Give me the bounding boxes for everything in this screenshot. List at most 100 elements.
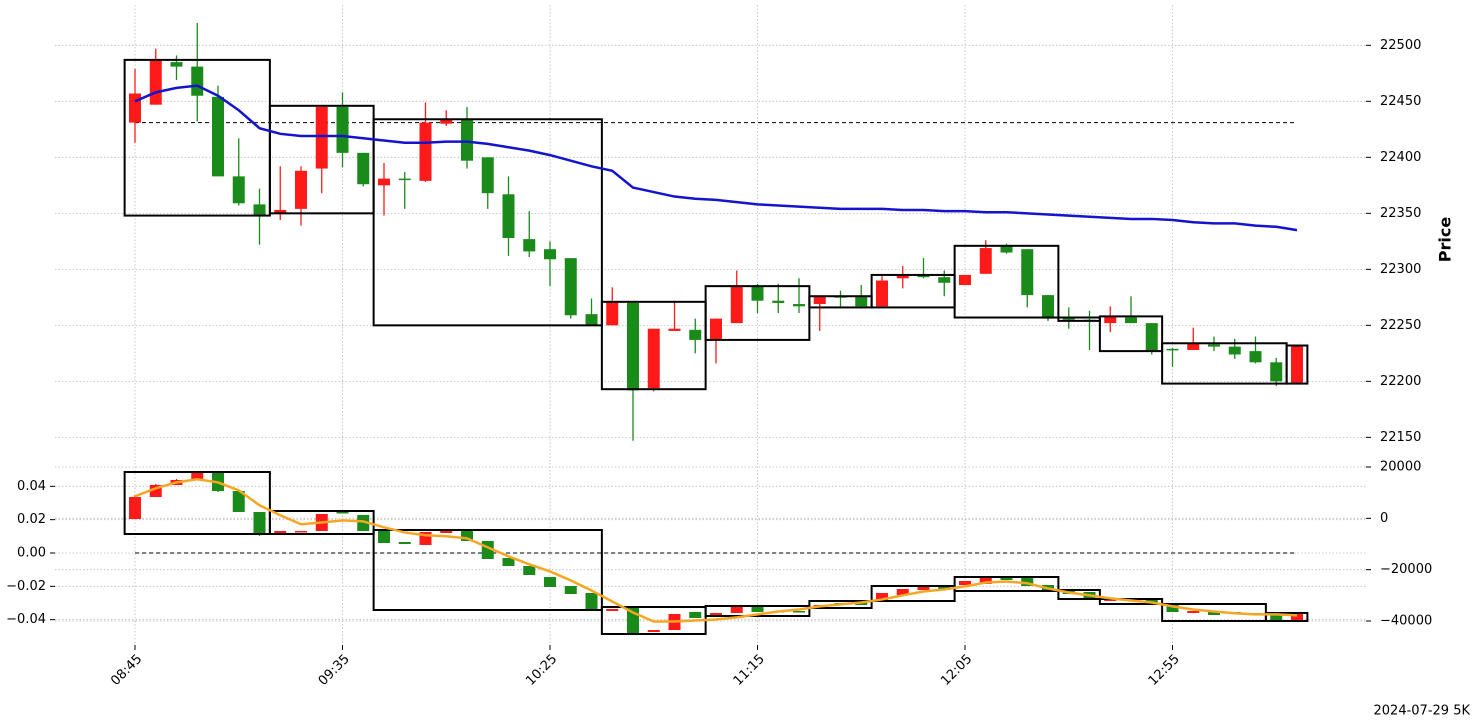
candle-body: [959, 274, 971, 286]
range-box: [1264, 612, 1309, 622]
candle-body: [606, 301, 619, 326]
annotation: 2024-07-29 5K: [1374, 704, 1471, 719]
candle-body: [855, 603, 868, 605]
candle-body: [1145, 323, 1158, 352]
range-box: [123, 471, 271, 535]
candle-body: [1125, 317, 1137, 324]
candle-body: [1291, 614, 1303, 620]
candle-body: [647, 328, 660, 389]
candle-body: [129, 93, 141, 123]
range-box: [372, 118, 603, 327]
candle-body: [295, 531, 307, 533]
range-box: [1161, 342, 1288, 385]
candle-body: [129, 497, 141, 519]
candle-body: [253, 512, 266, 534]
candle-body: [461, 531, 473, 541]
candle-body: [938, 586, 951, 590]
candle-body: [647, 630, 660, 632]
range-box: [704, 285, 811, 341]
range-box: [808, 600, 873, 609]
line: [134, 84, 1298, 232]
candle-body: [544, 249, 556, 260]
candle-body: [523, 239, 536, 252]
candle-body: [336, 512, 349, 514]
y-tick-label: 20000: [1380, 460, 1421, 475]
candle-body: [896, 589, 909, 595]
candle-body: [772, 300, 785, 303]
x-tick-label: 12:55: [1146, 652, 1183, 689]
candle-body: [1104, 316, 1117, 324]
candle-body: [585, 314, 598, 326]
candle-body: [917, 274, 930, 278]
candle-body: [1166, 348, 1179, 351]
range-box: [953, 244, 1060, 319]
candle-body: [253, 204, 266, 216]
candle-body: [170, 62, 183, 67]
candle-body: [149, 59, 162, 105]
candle-body: [627, 302, 639, 391]
candle-body: [813, 296, 826, 305]
range-box: [1098, 598, 1164, 605]
candle-body: [398, 178, 411, 181]
x-tick-label: 12:05: [938, 652, 975, 689]
candle-body: [191, 472, 204, 480]
candle-body: [295, 170, 307, 209]
candle-body: [274, 531, 287, 533]
candle-body: [481, 157, 494, 194]
candle-body: [191, 66, 204, 96]
candle-body: [378, 531, 390, 543]
candle-body: [502, 194, 515, 238]
range-box: [372, 529, 603, 611]
range-box: [268, 510, 375, 535]
candle-body: [274, 209, 287, 214]
candle-body: [1270, 612, 1283, 620]
candle-body: [357, 515, 370, 531]
candle-body: [315, 106, 328, 169]
y-tick-label: 22250: [1380, 318, 1421, 333]
candle-body: [1021, 249, 1034, 296]
candle-body: [1187, 343, 1200, 350]
line: [134, 478, 1298, 623]
x-tick-label: 11:15: [731, 652, 768, 689]
candle-body: [606, 609, 619, 611]
y-tick-label: −0.02: [6, 579, 46, 594]
candle-body: [876, 593, 888, 601]
candle-body: [585, 593, 598, 610]
candle-body: [730, 286, 743, 324]
candle-body: [979, 577, 992, 584]
range-box: [953, 576, 1060, 592]
candle-body: [1042, 295, 1054, 319]
x-tick-label: 10:25: [523, 652, 560, 689]
candle-body: [1208, 612, 1220, 615]
y-tick-label: 22350: [1380, 206, 1421, 221]
y-tick-label: 0.02: [17, 512, 46, 527]
candle-body: [357, 152, 370, 185]
candle-body: [232, 491, 245, 512]
range-box: [704, 605, 811, 617]
candle-body: [917, 586, 930, 590]
candle-body: [1021, 578, 1034, 586]
y-tick-label: 22150: [1380, 430, 1421, 445]
candle-body: [751, 286, 764, 301]
y-tick-label: 22500: [1380, 38, 1421, 53]
y-tick-label: −20000: [1380, 562, 1432, 577]
candle-body: [1166, 604, 1179, 612]
candle-body: [564, 258, 577, 316]
y-tick-label: 22450: [1380, 94, 1421, 109]
candle-body: [793, 611, 805, 613]
candle-body: [1062, 317, 1075, 320]
candle-body: [1187, 611, 1200, 613]
candle-body: [710, 318, 722, 340]
y-tick-label: 22200: [1380, 374, 1421, 389]
candle-body: [730, 607, 743, 613]
y-axis-title: Price: [1436, 217, 1455, 263]
y-tick-label: 22300: [1380, 262, 1421, 277]
candle-body: [876, 280, 888, 307]
y-tick-label: 0.04: [17, 479, 46, 494]
y-tick-label: 0: [1380, 511, 1388, 526]
y-tick-label: −40000: [1380, 614, 1432, 629]
candle-body: [938, 277, 951, 283]
x-tick-label: 09:35: [316, 652, 353, 689]
candle-body: [1249, 351, 1262, 363]
range-box: [1098, 315, 1164, 353]
